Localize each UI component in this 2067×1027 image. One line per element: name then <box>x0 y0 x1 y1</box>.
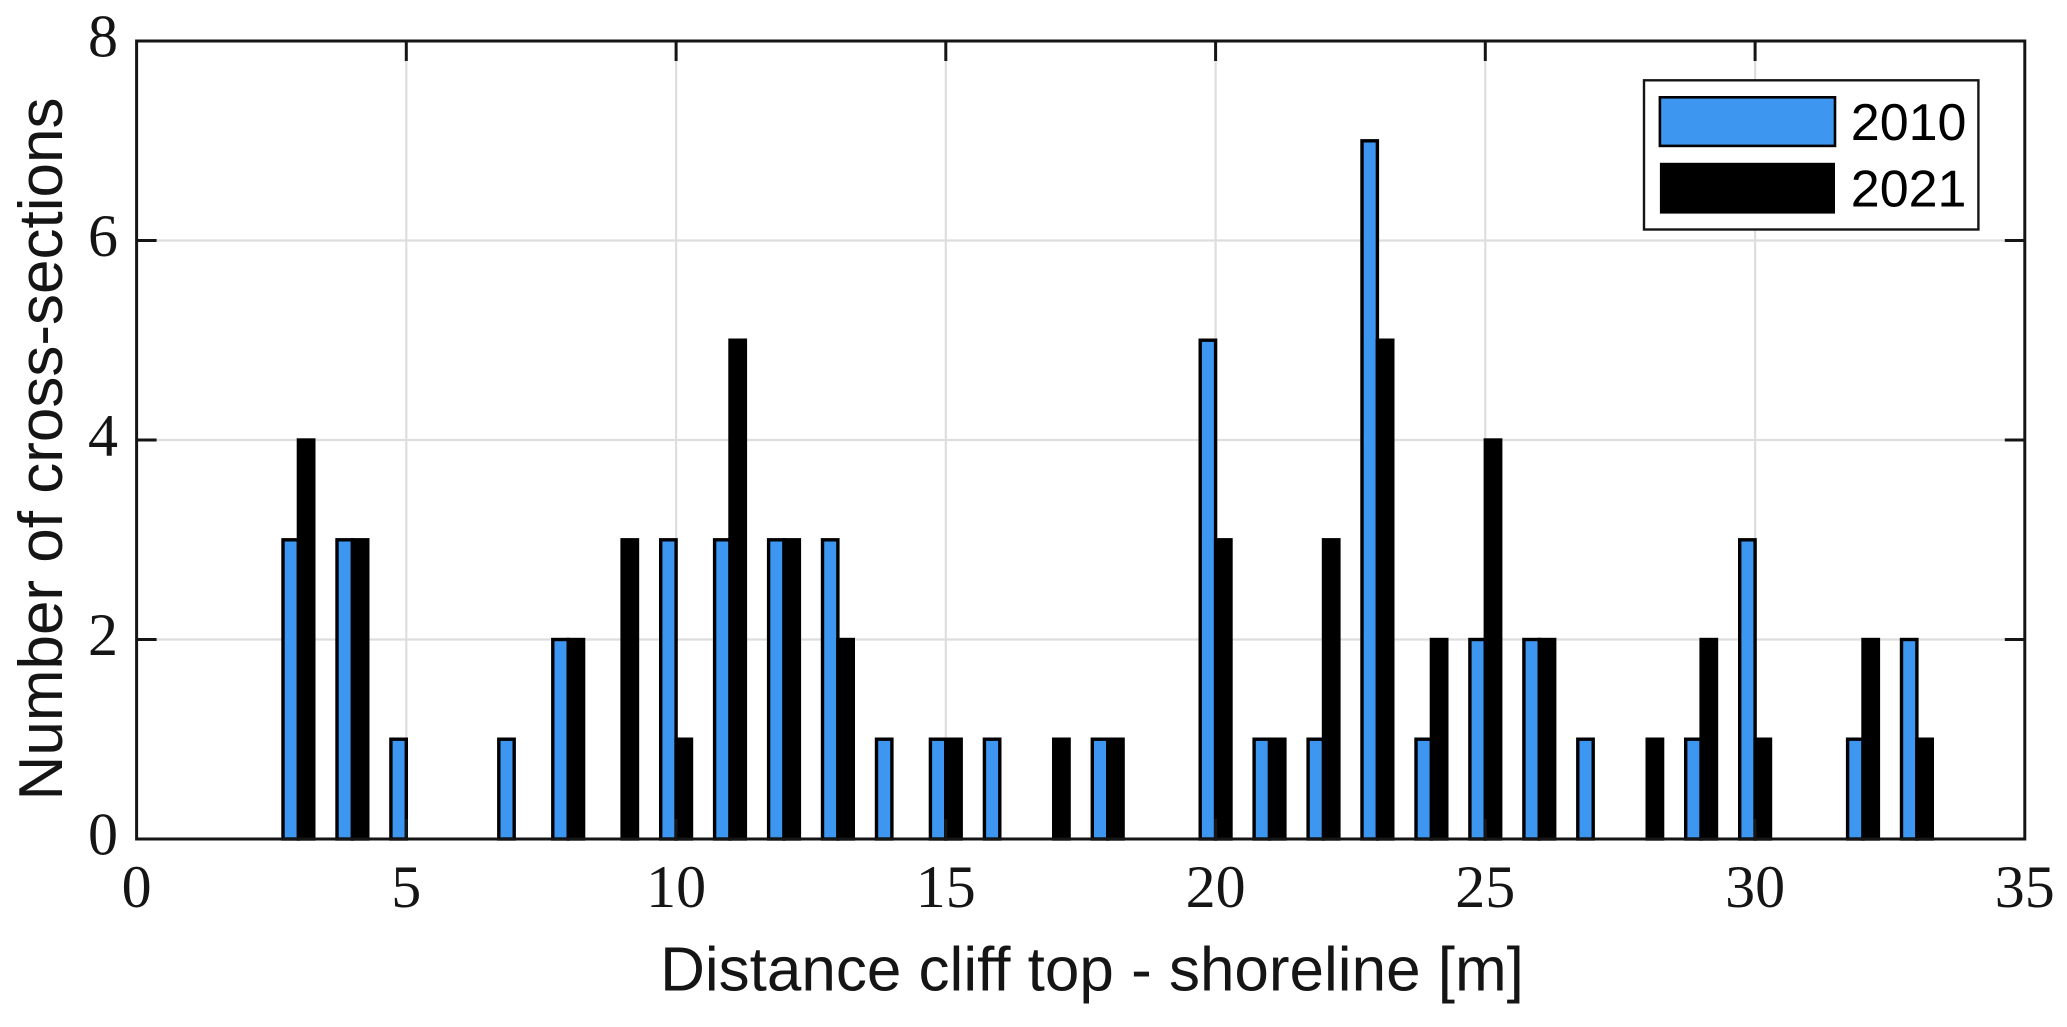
svg-text:2: 2 <box>88 602 118 668</box>
svg-text:35: 35 <box>1995 854 2055 920</box>
svg-text:4: 4 <box>88 402 118 468</box>
svg-text:30: 30 <box>1725 854 1785 920</box>
svg-text:15: 15 <box>916 854 976 920</box>
svg-text:20: 20 <box>1186 854 1246 920</box>
svg-text:0: 0 <box>88 801 118 867</box>
svg-text:6: 6 <box>88 203 118 269</box>
svg-text:25: 25 <box>1455 854 1515 920</box>
svg-text:0: 0 <box>122 854 152 920</box>
svg-text:10: 10 <box>646 854 706 920</box>
svg-text:Distance cliff top - shoreline: Distance cliff top - shoreline [m] <box>660 936 1524 1005</box>
svg-text:Number of cross-sections: Number of cross-sections <box>7 98 76 801</box>
svg-text:2010: 2010 <box>1851 94 1967 152</box>
svg-text:5: 5 <box>391 854 421 920</box>
svg-text:8: 8 <box>88 3 118 69</box>
svg-text:2021: 2021 <box>1851 161 1967 219</box>
